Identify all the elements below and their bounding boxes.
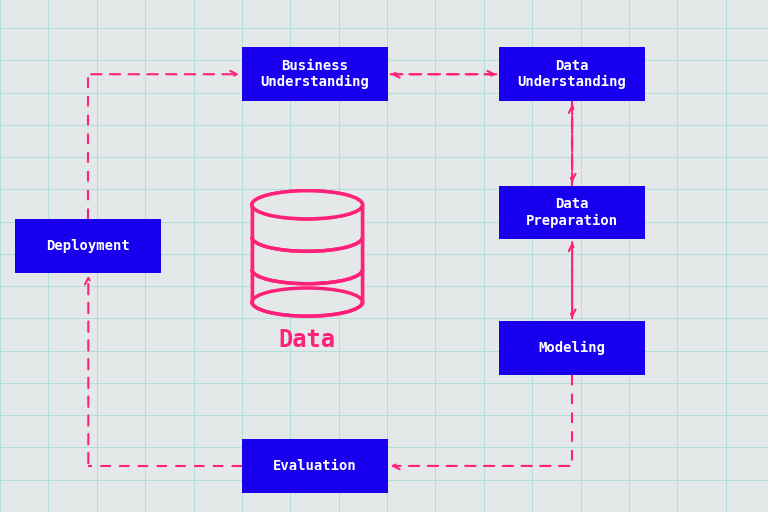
FancyBboxPatch shape — [499, 186, 645, 240]
FancyBboxPatch shape — [15, 219, 161, 272]
Text: Data
Preparation: Data Preparation — [526, 197, 618, 228]
FancyBboxPatch shape — [242, 439, 388, 493]
Text: Business
Understanding: Business Understanding — [260, 59, 369, 90]
Ellipse shape — [252, 190, 362, 219]
FancyBboxPatch shape — [499, 322, 645, 375]
Polygon shape — [252, 205, 362, 302]
FancyBboxPatch shape — [499, 48, 645, 101]
FancyBboxPatch shape — [242, 48, 388, 101]
Text: Data
Understanding: Data Understanding — [518, 59, 627, 90]
Text: Evaluation: Evaluation — [273, 459, 357, 473]
Ellipse shape — [252, 288, 362, 316]
Text: Data: Data — [279, 328, 336, 352]
Ellipse shape — [252, 190, 362, 219]
Text: Deployment: Deployment — [46, 239, 131, 253]
Text: Modeling: Modeling — [538, 341, 606, 355]
